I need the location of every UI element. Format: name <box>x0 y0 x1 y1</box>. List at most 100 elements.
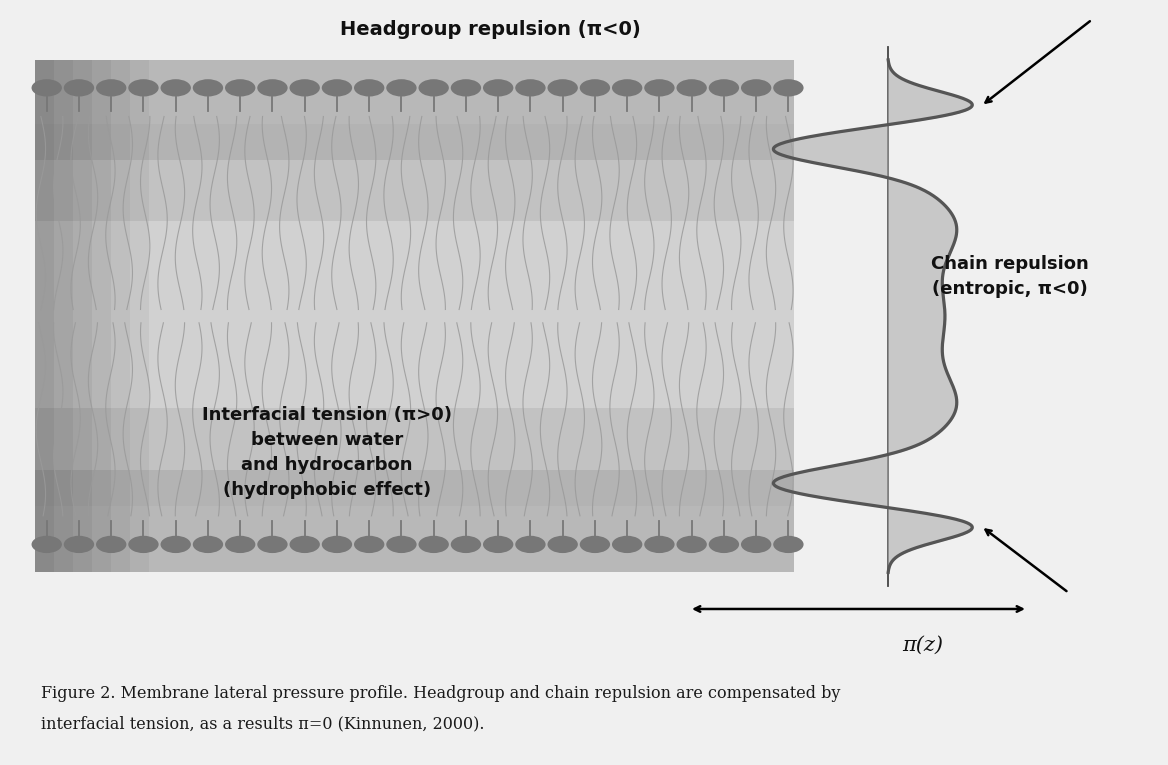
Bar <box>35 232 794 234</box>
Bar <box>35 67 794 70</box>
Bar <box>35 409 794 411</box>
Bar <box>35 275 794 278</box>
Bar <box>35 155 794 158</box>
Bar <box>35 124 794 126</box>
Bar <box>35 396 794 398</box>
Bar <box>35 236 794 239</box>
Circle shape <box>96 80 126 96</box>
Bar <box>35 350 794 352</box>
Bar <box>35 316 794 319</box>
Bar <box>35 255 794 257</box>
Bar <box>35 429 794 431</box>
Bar <box>35 431 794 434</box>
Bar <box>35 439 794 441</box>
Bar <box>35 559 794 562</box>
Bar <box>35 422 794 424</box>
Bar <box>35 213 794 216</box>
Circle shape <box>128 536 159 553</box>
Bar <box>35 78 794 80</box>
Bar <box>35 301 794 304</box>
Circle shape <box>257 80 287 96</box>
Bar <box>35 434 794 437</box>
Circle shape <box>484 536 514 553</box>
Circle shape <box>709 80 739 96</box>
Bar <box>35 93 794 96</box>
Bar <box>35 503 794 506</box>
Circle shape <box>579 536 610 553</box>
Bar <box>35 452 794 454</box>
Bar <box>35 437 794 439</box>
Bar <box>35 324 794 327</box>
Bar <box>35 168 794 170</box>
Circle shape <box>290 80 320 96</box>
Circle shape <box>160 80 190 96</box>
Circle shape <box>160 536 190 553</box>
Bar <box>35 473 794 475</box>
Bar <box>35 534 794 536</box>
Bar <box>35 542 794 544</box>
Circle shape <box>354 536 384 553</box>
Circle shape <box>773 80 804 96</box>
Bar <box>35 500 794 503</box>
Circle shape <box>225 80 256 96</box>
Bar <box>35 173 794 175</box>
Bar <box>35 249 794 252</box>
Bar <box>35 447 794 449</box>
Bar <box>35 221 794 224</box>
Bar <box>35 375 794 378</box>
Bar <box>35 529 794 532</box>
Bar <box>35 170 794 173</box>
Bar <box>35 73 794 75</box>
Bar <box>35 401 794 403</box>
Bar <box>35 386 794 388</box>
Bar <box>35 365 794 367</box>
Circle shape <box>418 80 449 96</box>
Circle shape <box>515 536 545 553</box>
Bar <box>35 216 794 219</box>
Bar <box>35 90 794 93</box>
Text: Figure 2. Membrane lateral pressure profile. Headgroup and chain repulsion are c: Figure 2. Membrane lateral pressure prof… <box>41 685 840 702</box>
Bar <box>35 262 794 265</box>
Bar <box>35 568 794 570</box>
Circle shape <box>354 80 384 96</box>
Circle shape <box>418 536 449 553</box>
Circle shape <box>32 80 62 96</box>
Bar <box>35 513 794 516</box>
Bar <box>35 150 794 152</box>
Bar <box>35 126 794 129</box>
Bar <box>35 506 794 508</box>
Bar <box>35 526 794 529</box>
Bar <box>35 329 794 331</box>
Bar <box>35 247 794 249</box>
Bar <box>35 457 794 460</box>
Bar <box>111 60 130 572</box>
Bar <box>35 293 794 295</box>
Bar <box>35 496 794 498</box>
Text: interfacial tension, as a results π=0 (Kinnunen, 2000).: interfacial tension, as a results π=0 (K… <box>41 715 485 732</box>
Bar <box>35 304 794 306</box>
Circle shape <box>579 80 610 96</box>
Bar <box>35 70 794 73</box>
Bar <box>35 532 794 534</box>
Bar <box>35 229 794 232</box>
Text: π(z): π(z) <box>902 636 944 655</box>
Bar <box>35 188 794 190</box>
Circle shape <box>225 536 256 553</box>
Bar <box>35 193 794 196</box>
Bar <box>35 334 794 337</box>
Bar <box>35 219 794 221</box>
Bar <box>35 398 794 401</box>
Circle shape <box>387 80 417 96</box>
Bar <box>35 139 794 142</box>
Bar <box>35 547 794 549</box>
Circle shape <box>612 536 642 553</box>
Circle shape <box>676 536 707 553</box>
Bar <box>35 403 794 405</box>
Bar <box>35 475 794 477</box>
Bar <box>35 498 794 500</box>
Bar <box>54 60 72 572</box>
Bar <box>35 181 794 183</box>
Bar <box>35 342 794 344</box>
Bar <box>35 424 794 426</box>
Bar <box>35 257 794 260</box>
